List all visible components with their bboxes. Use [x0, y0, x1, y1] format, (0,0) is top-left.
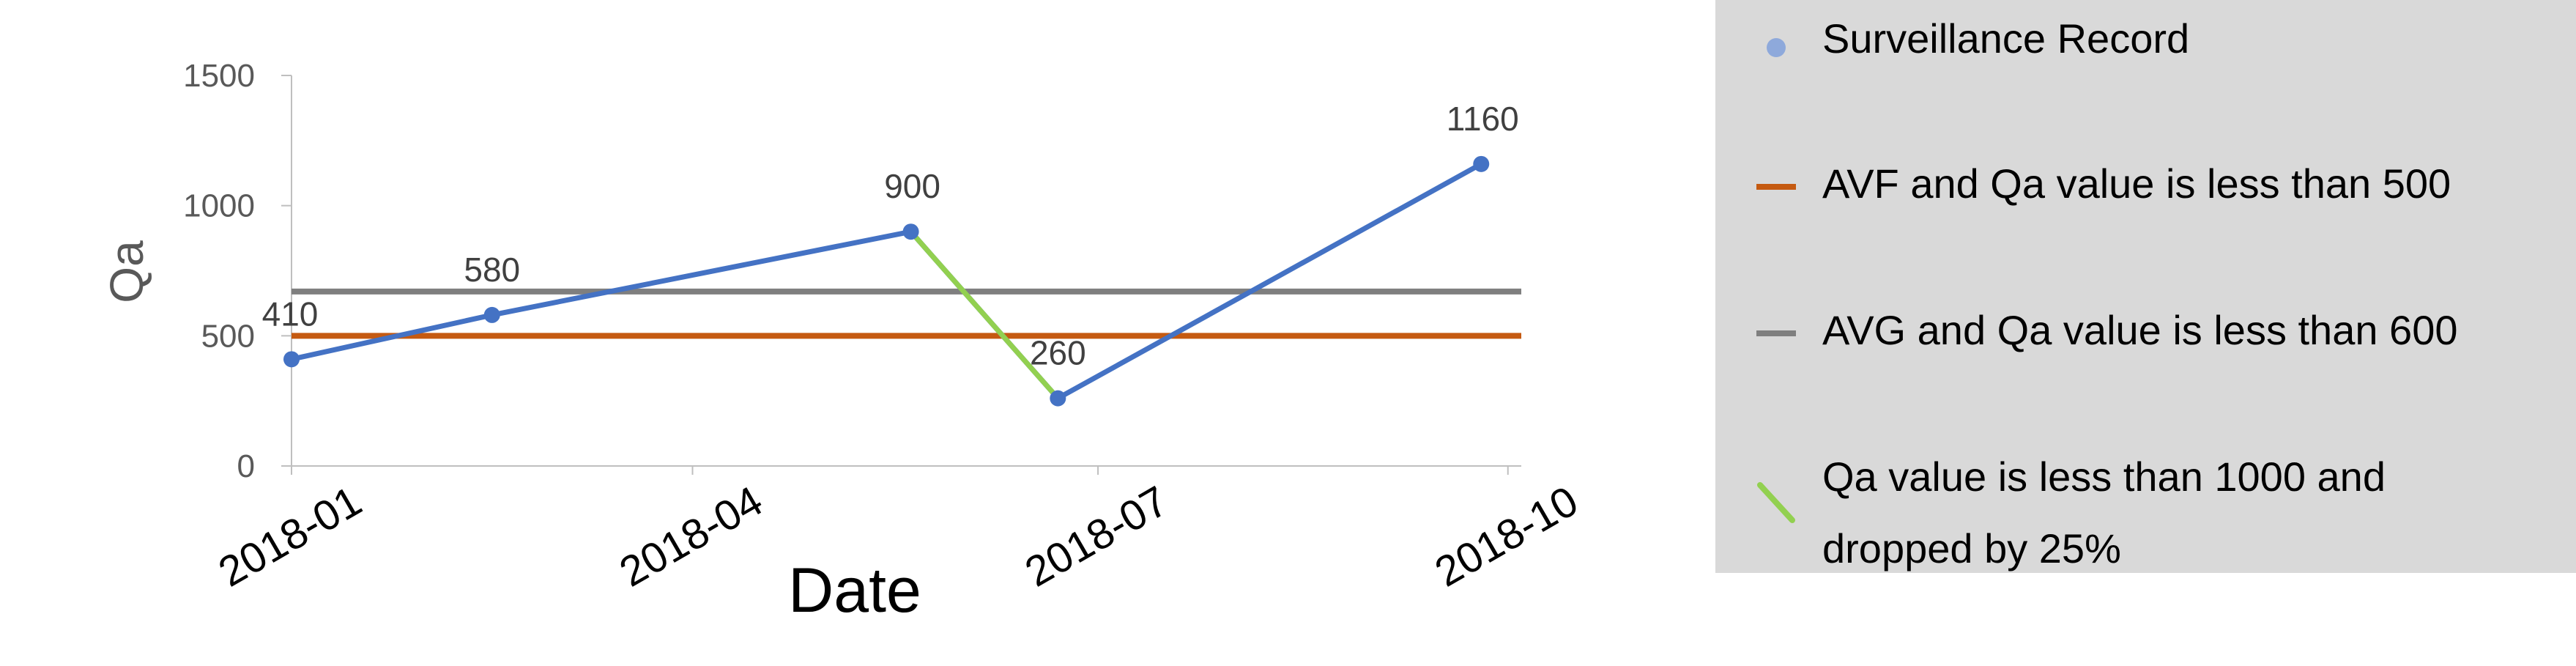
surveillance-record-point-2: [902, 223, 919, 240]
x-tick-label-1: 2018-04: [612, 477, 771, 596]
data-label-0: 410: [262, 295, 319, 333]
surveillance-record-point-4: [1473, 155, 1490, 172]
y-tick-label-1000: 1000: [183, 188, 255, 224]
data-label-1: 580: [464, 251, 520, 289]
x-tick-label-2: 2018-07: [1017, 477, 1176, 596]
legend-label-0-line-0: Surveillance Record: [1822, 15, 2189, 62]
legend-marker-0: [1767, 38, 1786, 57]
plot-area: 0 500 1000 1500 2018-01 2018-04 2018-07 2018-10…: [100, 58, 1586, 626]
y-axis-title: Qa: [100, 240, 153, 303]
data-label-3: 260: [1030, 334, 1086, 372]
surveillance-record-point-0: [283, 351, 300, 368]
legend-marker-3: [1757, 482, 1795, 523]
y-tick-label-500: 500: [201, 318, 255, 354]
y-tick-label-1500: 1500: [183, 58, 255, 94]
drop-segment-line: [908, 229, 1061, 402]
data-label-4: 1160: [1447, 100, 1519, 138]
x-axis-title: Date: [788, 555, 921, 626]
legend: Surveillance Record AVF and Qa value is l…: [1715, 0, 2576, 573]
surveillance-record-point-1: [483, 306, 500, 323]
y-tick-label-0: 0: [237, 448, 255, 484]
legend-label-1-line-0: AVF and Qa value is less than 500: [1822, 160, 2451, 207]
data-label-2: 900: [884, 167, 940, 205]
legend-background: [1715, 0, 2576, 573]
surveillance-record-point-3: [1050, 390, 1066, 407]
legend-label-3-line-1: dropped by 25%: [1822, 525, 2121, 571]
legend-label-2-line-0: AVG and Qa value is less than 600: [1822, 307, 2457, 353]
x-tick-label-0: 2018-01: [211, 477, 370, 596]
x-tick-label-3: 2018-10: [1427, 477, 1586, 596]
legend-label-3-line-0: Qa value is less than 1000 and: [1822, 454, 2386, 500]
